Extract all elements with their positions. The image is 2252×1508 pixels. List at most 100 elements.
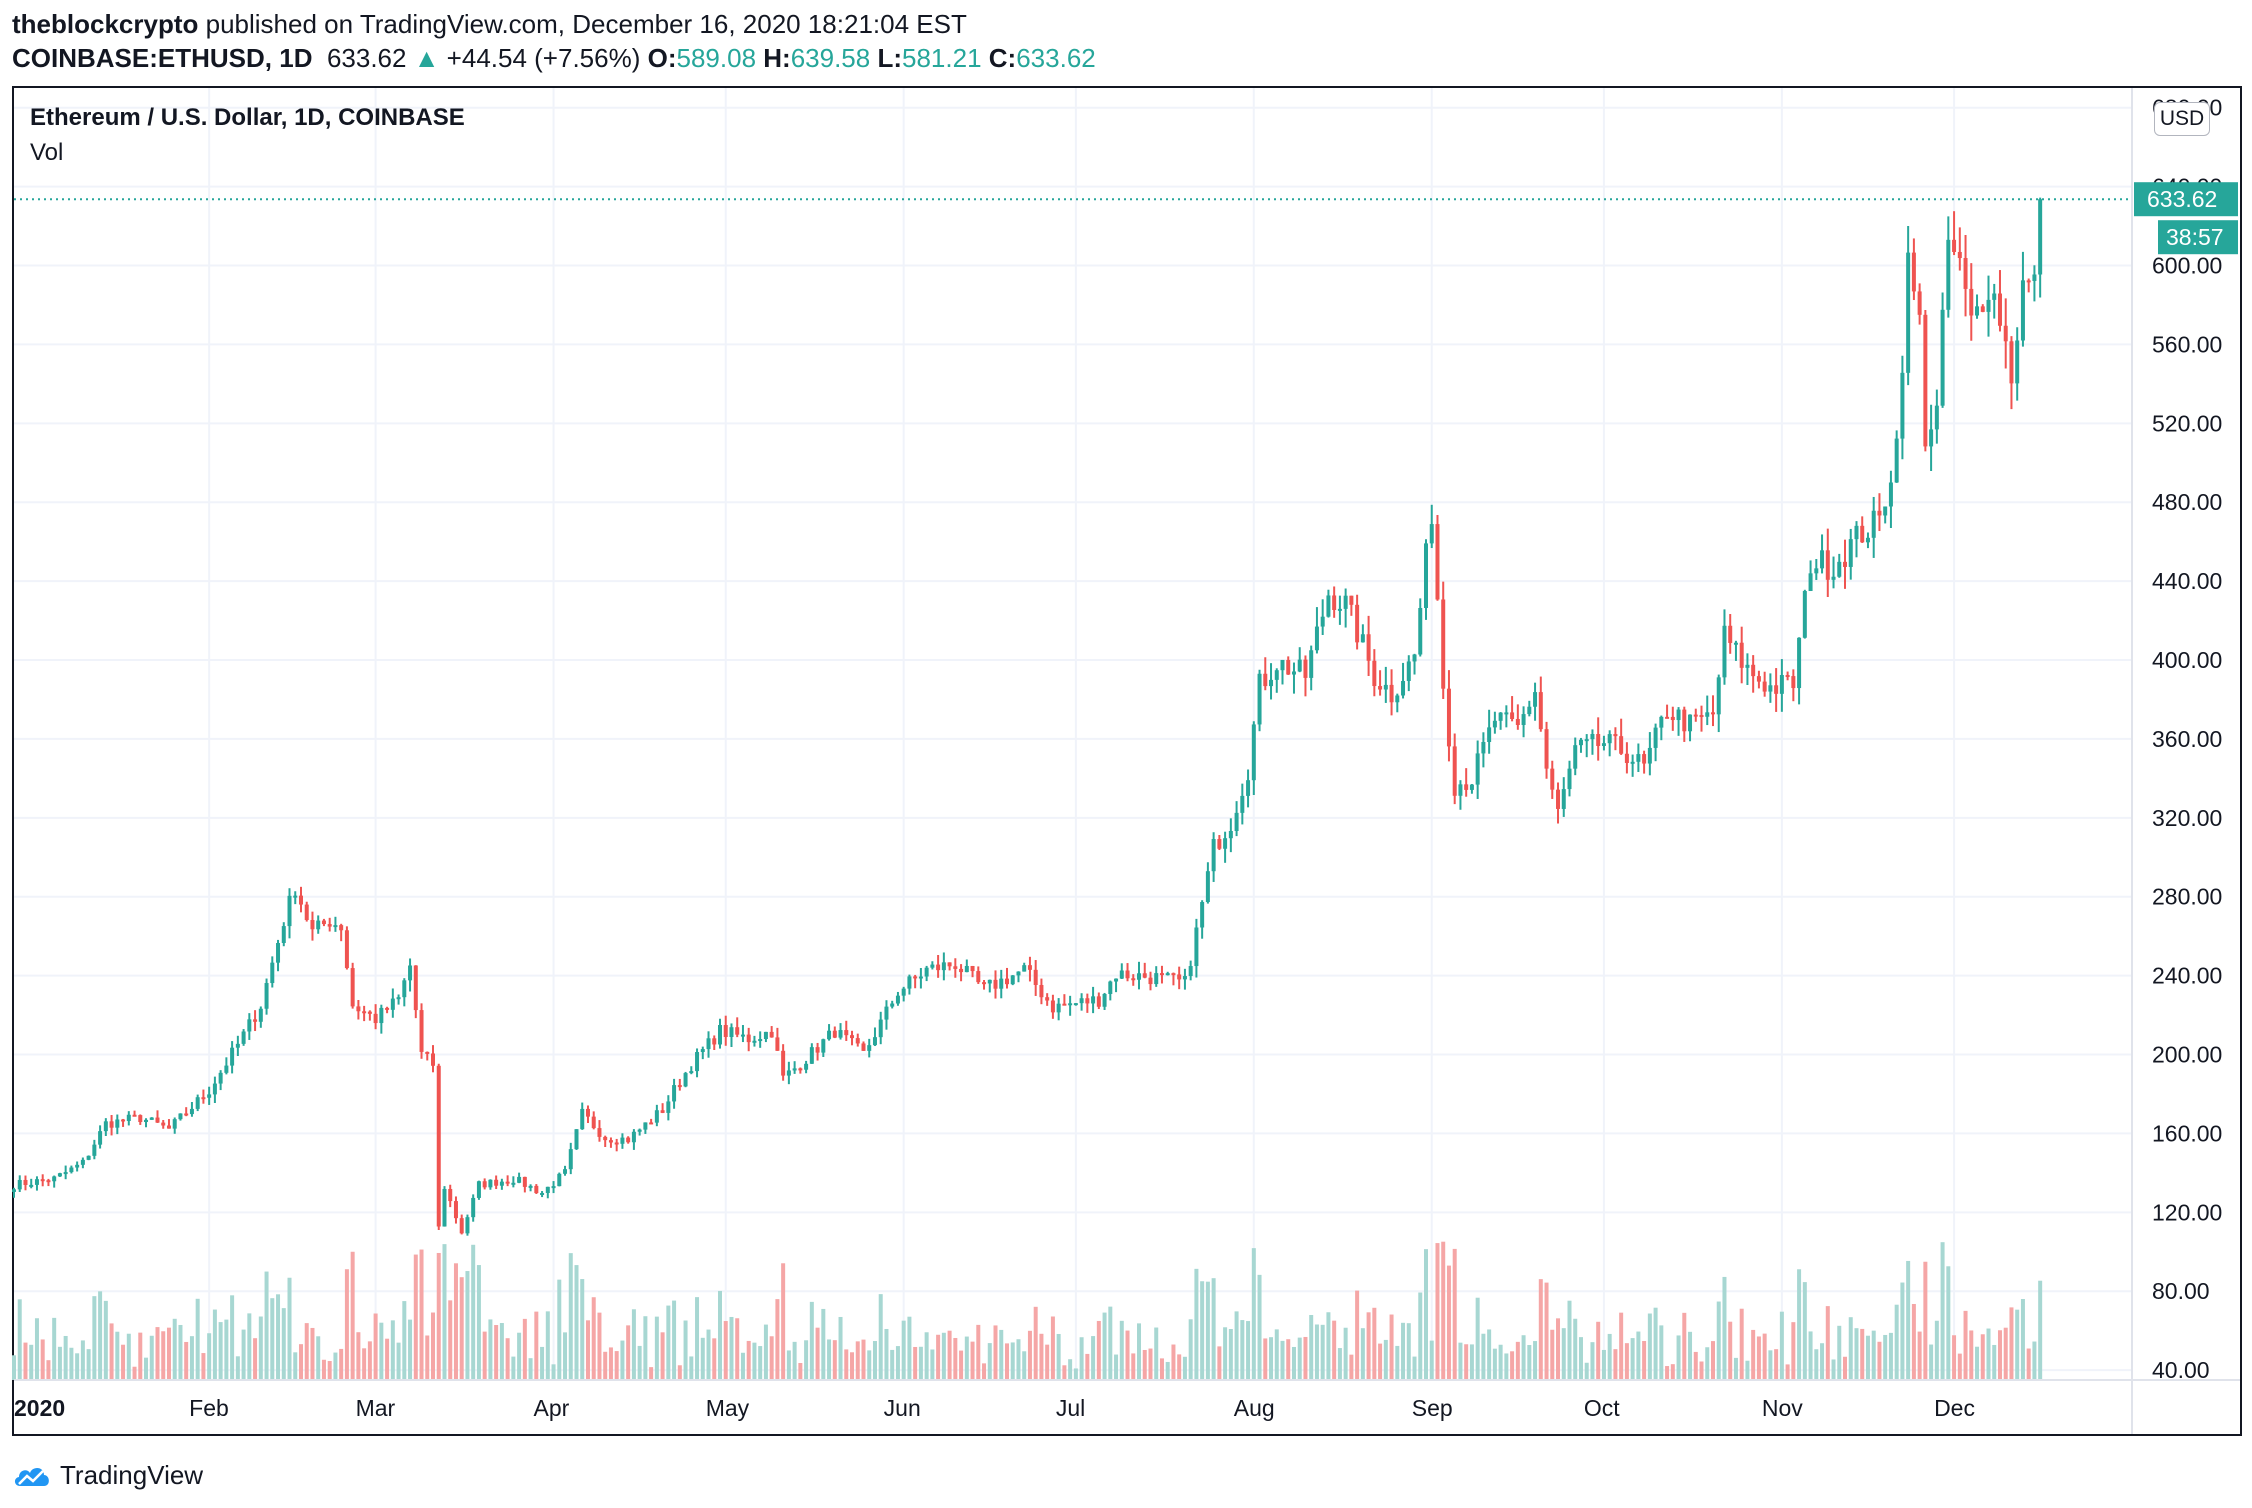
volume-bar: [1515, 1341, 1520, 1380]
candle-body: [1435, 524, 1440, 600]
symbol-label: COINBASE:ETHUSD, 1D: [12, 43, 313, 73]
candle-body: [482, 1181, 487, 1188]
candle-body: [1883, 506, 1888, 516]
volume-bar: [677, 1365, 682, 1380]
volume-bar: [1056, 1333, 1061, 1380]
candle-body: [585, 1108, 590, 1117]
volume-bar: [155, 1327, 160, 1380]
volume-bar: [17, 1299, 22, 1380]
volume-bar: [809, 1301, 814, 1380]
candle-body: [1986, 299, 1991, 312]
candle-body: [247, 1019, 252, 1032]
volume-bar: [1561, 1328, 1566, 1380]
publisher-name[interactable]: theblockcrypto: [12, 9, 199, 39]
candle-body: [1039, 984, 1044, 998]
volume-bar: [568, 1253, 573, 1380]
volume-bar: [1578, 1337, 1583, 1380]
volume-bar: [626, 1325, 631, 1380]
candle-body: [752, 1040, 757, 1043]
volume-bar: [1091, 1336, 1096, 1380]
candle-body: [1785, 675, 1790, 678]
volume-bar: [574, 1265, 579, 1380]
candles: [12, 197, 2043, 1236]
volume-indicator-label[interactable]: Vol: [30, 139, 64, 166]
candle-body: [1188, 966, 1193, 977]
volume-bar: [1159, 1358, 1164, 1380]
volume-bar: [1274, 1329, 1279, 1380]
candle-body: [2015, 340, 2020, 384]
volume-bar: [1573, 1318, 1578, 1380]
candle-body: [1154, 973, 1159, 985]
candle-body: [1911, 252, 1916, 292]
candle-body: [1716, 677, 1721, 715]
volume-bar: [1487, 1329, 1492, 1380]
tradingview-logo[interactable]: TradingView: [12, 1455, 203, 1495]
volume-bar: [75, 1353, 80, 1380]
candle-body: [614, 1142, 619, 1145]
volume-bar: [1607, 1333, 1612, 1380]
candle-body: [1843, 561, 1848, 567]
volume-bar: [1022, 1351, 1027, 1380]
candle-body: [786, 1070, 791, 1076]
candle-body: [534, 1185, 539, 1194]
volume-bar: [631, 1309, 636, 1380]
candle-body: [631, 1131, 636, 1143]
currency-button[interactable]: USD: [2154, 102, 2210, 136]
candle-body: [1705, 712, 1710, 717]
candle-body: [327, 924, 332, 927]
volume-bar: [1228, 1329, 1233, 1380]
tradingview-cloud-icon: [14, 1467, 49, 1486]
volume-bar: [815, 1327, 820, 1380]
candle-body: [1751, 664, 1756, 677]
candle-body: [1969, 288, 1974, 316]
volume-bar: [1429, 1340, 1434, 1380]
volume-bar: [987, 1343, 992, 1380]
volume-bar: [184, 1341, 189, 1380]
volume-bar: [1538, 1279, 1543, 1380]
volume-bar: [563, 1332, 568, 1380]
volume-bar: [1584, 1362, 1589, 1380]
price-tick-label: 120.00: [2152, 1199, 2222, 1225]
candle-body: [947, 962, 952, 967]
volume-bar: [1200, 1281, 1205, 1380]
volume-bar: [413, 1254, 418, 1380]
candle-body: [729, 1027, 734, 1037]
candle-body: [1940, 309, 1945, 406]
volume-bar: [585, 1320, 590, 1380]
candle-body: [563, 1169, 568, 1174]
candle-body: [878, 1019, 883, 1038]
candle-body: [1533, 692, 1538, 707]
volume-bar: [1791, 1322, 1796, 1380]
candle-body: [1619, 736, 1624, 754]
volume-bar: [1182, 1356, 1187, 1380]
volume-bar: [1808, 1331, 1813, 1380]
volume-bars: [12, 1241, 2043, 1380]
volume-bar: [999, 1329, 1004, 1380]
candle-body: [1159, 973, 1164, 976]
candle-body: [189, 1108, 194, 1115]
candle-body: [1314, 626, 1319, 651]
candle-body: [930, 964, 935, 968]
volume-bar: [293, 1352, 298, 1380]
candle-body: [557, 1173, 562, 1187]
candle-body: [448, 1188, 453, 1202]
volume-bar: [649, 1367, 654, 1380]
volume-bar: [901, 1320, 906, 1380]
candle-body: [1745, 664, 1750, 668]
volume-bar: [1119, 1320, 1124, 1380]
candle-body: [350, 968, 355, 1007]
candle-body: [1929, 429, 1934, 447]
time-tick-label: Feb: [189, 1395, 229, 1421]
time-tick-label: Sep: [1412, 1395, 1453, 1421]
candle-body: [1561, 789, 1566, 809]
volume-bar: [1177, 1354, 1182, 1380]
volume-bar: [1682, 1312, 1687, 1380]
candle-body: [390, 998, 395, 1010]
candle-body: [1527, 706, 1532, 715]
volume-bar: [1320, 1324, 1325, 1380]
candle-body: [46, 1180, 51, 1183]
volume-bar: [832, 1340, 837, 1380]
volume-bar: [1510, 1351, 1515, 1380]
volume-bar: [1263, 1338, 1268, 1380]
